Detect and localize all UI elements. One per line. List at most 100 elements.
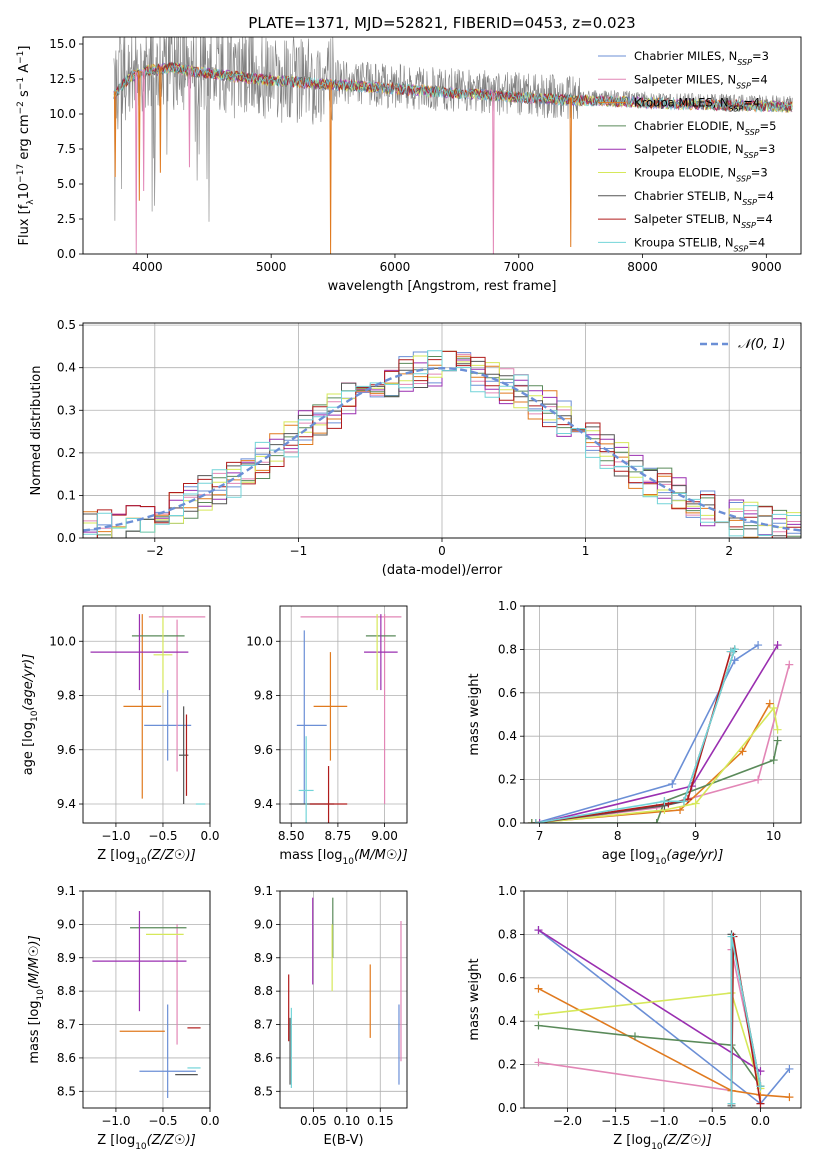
plot-area <box>92 911 201 1098</box>
grid <box>524 605 801 824</box>
y-tick-label: 0.0 <box>57 531 76 545</box>
panel-age_vs_mass: 8.50 8.75 9.00 9.4 9.6 9.8 10.0 mass [log10(M/M… <box>246 605 408 867</box>
y-axis-label: Flux [fλ10−17 erg cm−2 s−1 A−1] <box>16 46 36 246</box>
weight-marker-krou_elodie <box>691 799 700 808</box>
y-tick-label: 0.8 <box>498 927 517 941</box>
x-tick-label: 0.0 <box>751 1114 770 1128</box>
panel-residual_hist: −2 −1 0 1 2 0.0 0.1 0.2 0.3 0.4 0.5 (data-model)/er… <box>29 318 802 578</box>
y-tick-label: 10.0 <box>49 634 76 648</box>
panel-mass_vs_Z: −1.0 −0.5 0.0 8.5 8.6 8.7 8.8 8.9 9.0 9.1 Z [log10… <box>27 884 220 1152</box>
y-tick-label: 8.6 <box>254 1051 273 1065</box>
y-axis-label: mass weight <box>467 673 482 755</box>
y-tick-label: 8.9 <box>254 951 273 965</box>
y-tick-label: 0.8 <box>498 642 517 656</box>
x-tick-label: 5000 <box>256 260 287 274</box>
weight-line-salp_elodie <box>539 644 779 823</box>
y-tick-label: 8.7 <box>57 1018 76 1032</box>
y-tick-label: 9.0 <box>254 917 273 931</box>
x-tick-label: 6000 <box>380 260 411 274</box>
y-tick-label: 8.6 <box>57 1051 76 1065</box>
absorption-line <box>113 91 117 178</box>
axes-frame <box>523 890 802 1109</box>
x-tick-label: 8.50 <box>278 829 305 843</box>
y-tick-label: 9.4 <box>57 797 76 811</box>
x-tick-label: −1.0 <box>649 1114 678 1128</box>
weight-marker-krou_stelib <box>660 797 669 806</box>
x-axis-label: wavelength [Angstrom, rest frame] <box>328 279 557 294</box>
x-tick-label: 9000 <box>751 260 782 274</box>
grid <box>83 606 211 823</box>
weight-line-chab_elodie <box>538 1024 762 1087</box>
y-tick-label: 9.8 <box>57 689 76 703</box>
y-tick-label: 5.0 <box>57 177 76 191</box>
y-tick-label: 8.8 <box>254 984 273 998</box>
weight-line-krou_elodie <box>538 992 762 1089</box>
weight-marker-chab_miles <box>785 1064 794 1073</box>
axes-frame <box>523 605 802 824</box>
normal-curve <box>83 366 801 532</box>
absorption-line <box>492 92 495 254</box>
weight-marker-krou_stelib <box>726 647 735 656</box>
y-tick-label: 0.3 <box>57 403 76 417</box>
grid <box>280 890 407 1108</box>
x-tick-label: −2 <box>146 544 164 558</box>
y-tick-label: 0.0 <box>498 816 517 830</box>
weight-marker-krou_miles <box>738 747 747 756</box>
weight-marker-krou_miles <box>534 984 543 993</box>
model-spectrum-chab_stelib <box>113 61 793 113</box>
weight-marker-salp_miles <box>785 660 794 669</box>
y-tick-label: 10.0 <box>49 107 76 121</box>
absorption-line <box>142 69 145 192</box>
y-tick-label: 0.0 <box>57 247 76 261</box>
weight-marker-krou_stelib <box>756 1082 765 1091</box>
weight-marker-krou_elodie <box>773 725 782 734</box>
legend-label-salp_stelib: Salpeter STELIB, NSSP=4 <box>634 212 773 230</box>
y-tick-label: 15.0 <box>49 37 76 51</box>
y-tick-label: 0.4 <box>498 1014 517 1028</box>
absorption-line <box>329 81 332 254</box>
x-axis-label: E(B-V) <box>323 1133 363 1148</box>
weight-marker-krou_miles <box>785 1093 794 1102</box>
weight-marker-chab_elodie <box>769 756 778 765</box>
x-tick-label: 0.15 <box>367 1114 394 1128</box>
weight-marker-salp_miles <box>534 1058 543 1067</box>
axes-frame <box>82 605 211 824</box>
y-tick-label: 0.2 <box>498 773 517 787</box>
x-tick-label: −2.0 <box>553 1114 582 1128</box>
y-axis-label: mass [log10(M/M☉)] <box>27 935 46 1063</box>
y-axis-label: Normed distribution <box>29 366 44 496</box>
grid <box>83 890 211 1108</box>
plot-area <box>289 614 402 823</box>
y-tick-label: 0.5 <box>57 318 76 332</box>
figure-title: PLATE=1371, MJD=52821, FIBERID=0453, z=0… <box>248 14 635 32</box>
y-tick-label: 0.6 <box>498 686 517 700</box>
y-tick-label: 9.8 <box>254 689 273 703</box>
axes-frame <box>279 605 408 824</box>
x-tick-label: −0.5 <box>148 1114 177 1128</box>
x-axis-label: (data-model)/error <box>382 563 503 578</box>
x-tick-label: 0 <box>438 544 446 558</box>
weight-line-krou_miles <box>531 703 771 823</box>
legend-label-chab_elodie: Chabrier ELODIE, NSSP=5 <box>634 119 776 137</box>
y-tick-label: 8.8 <box>57 984 76 998</box>
x-tick-label: 7 <box>536 829 544 843</box>
legend-label-krou_stelib: Kroupa STELIB, NSSP=4 <box>634 235 765 253</box>
legend-label-krou_elodie: Kroupa ELODIE, NSSP=3 <box>634 166 768 184</box>
y-tick-label: 1.0 <box>498 884 517 898</box>
x-tick-label: 9.00 <box>371 829 398 843</box>
weight-marker-chab_miles <box>754 641 763 650</box>
y-tick-label: 10.0 <box>246 634 273 648</box>
x-axis-label: Z [log10(Z/Z☉)] <box>613 1133 711 1152</box>
panel-mass_vs_ebv: 0.05 0.10 0.15 8.5 8.6 8.7 8.8 8.9 9.0 9.1 E(B-V) <box>254 884 408 1148</box>
x-tick-label: 0.05 <box>300 1114 327 1128</box>
axes-frame <box>279 890 408 1109</box>
y-tick-label: 2.5 <box>57 212 76 226</box>
spectrum-legend: Chabrier MILES, NSSP=3 Salpeter MILES, NS… <box>598 49 776 253</box>
weight-marker-chab_elodie <box>527 819 536 823</box>
panel-age_vs_Z: −1.0 −0.5 0.0 9.4 9.6 9.8 10.0 Z [log10(Z/Z☉)] a… <box>21 605 220 867</box>
x-tick-label: 2 <box>725 544 733 558</box>
weight-line-chab_miles <box>535 644 759 823</box>
plot-area <box>83 350 801 538</box>
grid <box>524 890 801 1109</box>
y-tick-label: 0.2 <box>57 446 76 460</box>
